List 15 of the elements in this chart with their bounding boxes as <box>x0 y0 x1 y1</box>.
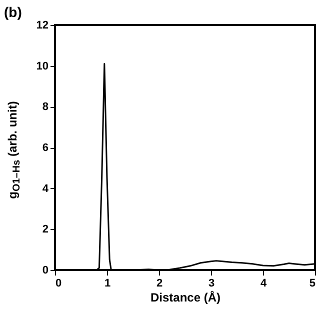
y-tick-label: 0 <box>42 264 48 276</box>
y-tick-label: 10 <box>36 60 48 72</box>
y-tick-label: 6 <box>42 142 48 154</box>
x-tick-label: 1 <box>104 278 111 290</box>
x-tick-label: 4 <box>260 278 268 290</box>
chart-title: (b) <box>4 4 22 20</box>
y-tick-label: 12 <box>36 20 48 32</box>
x-tick-label: 5 <box>309 278 316 290</box>
x-axis-title: Distance (Å) <box>150 290 221 304</box>
y-tick-label: 4 <box>42 182 50 195</box>
y-tick-label: 2 <box>42 224 48 236</box>
y-tick-label: 8 <box>42 101 48 114</box>
x-tick-label: 3 <box>208 278 215 290</box>
x-tick-label: 2 <box>156 278 163 290</box>
x-tick-label: 0 <box>56 278 62 290</box>
